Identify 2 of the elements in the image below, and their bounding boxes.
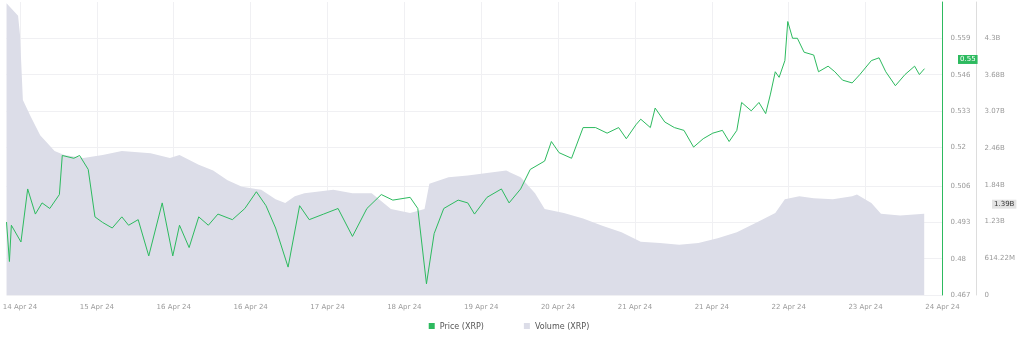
legend-label: Price (XRP): [439, 321, 484, 331]
legend-label: Volume (XRP): [534, 321, 590, 331]
